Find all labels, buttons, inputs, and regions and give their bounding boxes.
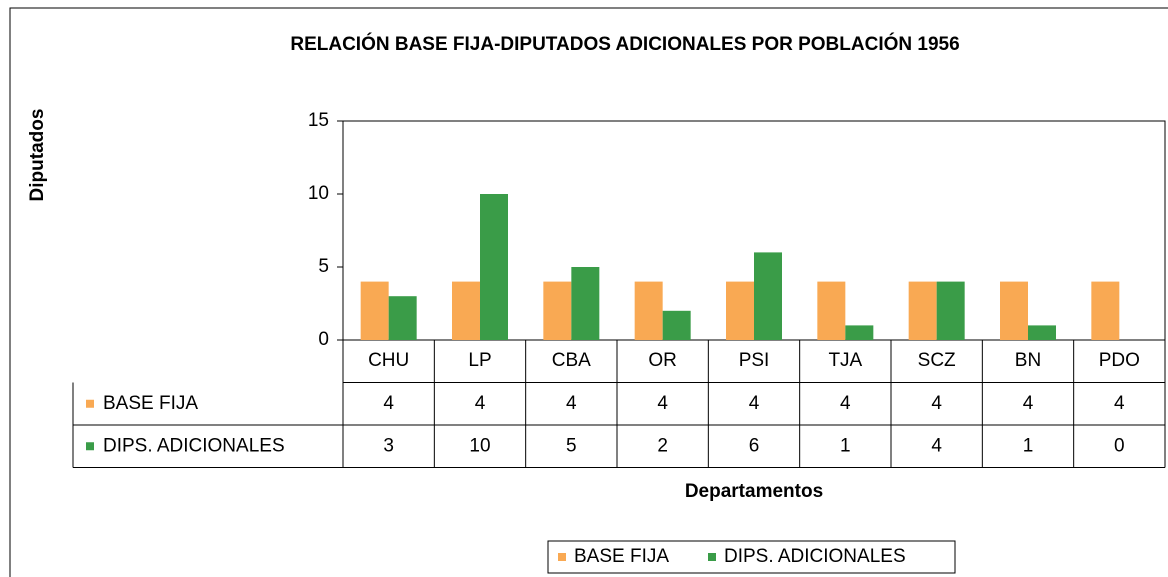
- table-value: 4: [566, 393, 577, 414]
- table-value: 4: [840, 393, 851, 414]
- x-tick-label: OR: [648, 350, 677, 371]
- table-value: 5: [566, 435, 577, 456]
- chart-title: RELACIÓN BASE FIJA-DIPUTADOS ADICIONALES…: [290, 33, 959, 55]
- table-value: 4: [931, 435, 942, 456]
- bar: [360, 281, 389, 340]
- y-axis-label: Diputados: [27, 109, 48, 202]
- table-value: 4: [475, 393, 486, 414]
- table-legend-key: [86, 442, 94, 451]
- table-value: 1: [840, 435, 851, 456]
- table-value: 2: [657, 435, 668, 456]
- table-value: 0: [1114, 435, 1125, 456]
- table-value: 4: [657, 393, 668, 414]
- table-value: 10: [469, 435, 490, 456]
- x-tick-label: TJA: [828, 350, 862, 371]
- x-tick-label: BN: [1015, 350, 1041, 371]
- table-value: 1: [1023, 435, 1034, 456]
- table-value: 3: [383, 435, 394, 456]
- bar: [1000, 281, 1028, 340]
- legend-label: DIPS. ADICIONALES: [724, 546, 906, 567]
- table-value: 4: [1114, 393, 1125, 414]
- legend-key: [558, 553, 566, 561]
- table-value: 4: [931, 393, 942, 414]
- y-tick-label: 0: [318, 329, 329, 350]
- bar: [726, 281, 754, 340]
- y-tick-label: 15: [308, 110, 329, 131]
- bar: [452, 281, 480, 340]
- x-tick-label: PDO: [1099, 350, 1140, 371]
- bar: [845, 325, 874, 340]
- legend-label: BASE FIJA: [574, 546, 669, 567]
- x-tick-label: SCZ: [918, 350, 956, 371]
- bar: [634, 281, 663, 340]
- legend-key: [708, 553, 716, 561]
- legend-box: [547, 540, 956, 574]
- bar: [662, 310, 691, 340]
- bar: [480, 194, 508, 340]
- bar: [1028, 325, 1056, 340]
- table-value: 6: [749, 435, 760, 456]
- bar: [571, 267, 600, 340]
- x-tick-label: CHU: [368, 350, 409, 371]
- x-tick-label: LP: [468, 350, 491, 371]
- bar: [754, 252, 782, 340]
- y-tick-label: 10: [308, 183, 329, 204]
- bar: [543, 281, 572, 340]
- table-value: 4: [749, 393, 760, 414]
- y-tick-label: 5: [318, 256, 329, 277]
- bar: [908, 281, 937, 340]
- x-axis-label: Departamentos: [685, 481, 823, 502]
- bar: [1091, 281, 1120, 340]
- chart-frame: [9, 7, 1168, 577]
- table-value: 4: [1023, 393, 1034, 414]
- x-tick-label: CBA: [552, 350, 591, 371]
- table-series-label: DIPS. ADICIONALES: [103, 435, 285, 456]
- bar: [936, 281, 965, 340]
- table-legend-key: [86, 399, 94, 408]
- x-tick-label: PSI: [739, 350, 770, 371]
- bar: [817, 281, 846, 340]
- bar: [388, 296, 417, 340]
- table-series-label: BASE FIJA: [103, 393, 198, 414]
- table-value: 4: [383, 393, 394, 414]
